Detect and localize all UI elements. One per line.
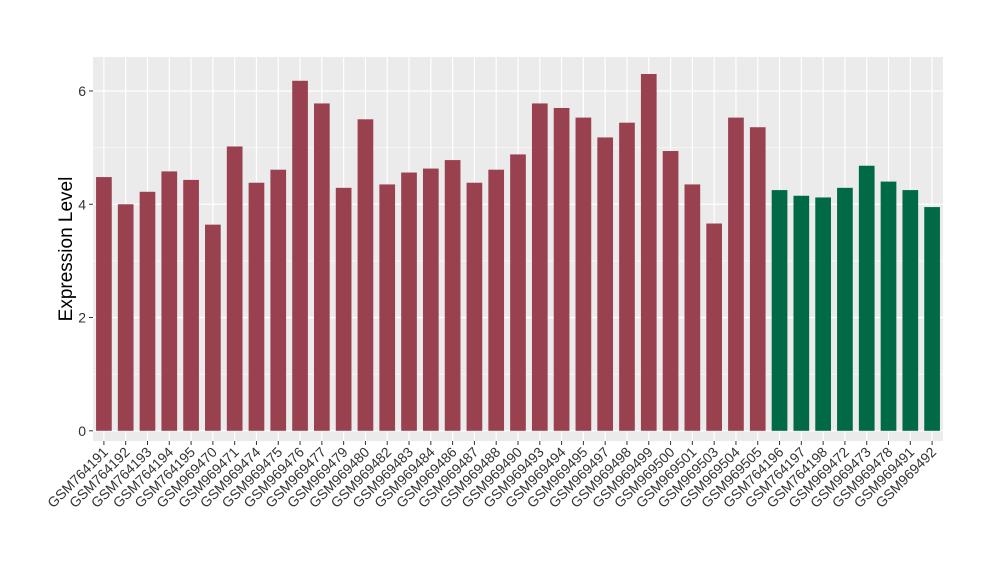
bar-GSM969497 xyxy=(597,137,614,431)
y-tick-label: 2 xyxy=(78,310,86,326)
bar-GSM969470 xyxy=(205,224,221,431)
bar-GSM969504 xyxy=(728,117,744,431)
bar-GSM764195 xyxy=(183,179,199,431)
bar-GSM969472 xyxy=(837,187,853,431)
bar-GSM969477 xyxy=(314,103,330,431)
bars xyxy=(96,73,940,431)
bar-GSM969503 xyxy=(706,223,722,431)
bar-GSM969501 xyxy=(684,184,701,431)
x-axis: GSM764191GSM764192GSM764193GSM764194GSM7… xyxy=(44,441,939,511)
bar-GSM969488 xyxy=(488,169,505,431)
bar-GSM969479 xyxy=(335,187,352,431)
bar-GSM969499 xyxy=(640,73,657,431)
bar-GSM969505 xyxy=(749,127,766,431)
bar-GSM969486 xyxy=(444,160,461,431)
bar-GSM969494 xyxy=(553,107,570,431)
bar-GSM969473 xyxy=(858,165,875,431)
bar-GSM969474 xyxy=(248,182,265,431)
bar-GSM969475 xyxy=(270,169,287,431)
bar-GSM764197 xyxy=(793,195,810,431)
bar-GSM969493 xyxy=(531,103,548,431)
bar-GSM969476 xyxy=(292,80,308,431)
y-tick-label: 0 xyxy=(78,423,86,439)
bar-GSM969483 xyxy=(401,172,417,431)
bar-GSM969495 xyxy=(575,117,592,431)
y-axis: 0 2 4 6 xyxy=(78,83,93,439)
y-tick-label: 4 xyxy=(78,196,86,212)
bar-GSM969482 xyxy=(379,184,396,431)
bar-GSM764193 xyxy=(139,191,156,431)
y-axis-title: Expression Level xyxy=(56,177,77,322)
bar-GSM969500 xyxy=(662,151,679,431)
bar-GSM764196 xyxy=(771,190,788,431)
bar-GSM969491 xyxy=(902,190,919,431)
bar-GSM969490 xyxy=(510,154,526,431)
bar-GSM969492 xyxy=(924,207,940,431)
bar-GSM764198 xyxy=(815,197,831,431)
bar-GSM969498 xyxy=(619,122,635,431)
bar-GSM969478 xyxy=(880,181,897,431)
bar-GSM969480 xyxy=(357,119,374,431)
bar-GSM764192 xyxy=(117,204,134,431)
bar-GSM969484 xyxy=(422,168,439,431)
bar-GSM969471 xyxy=(226,146,243,431)
bar-GSM764191 xyxy=(96,177,112,431)
y-tick-label: 6 xyxy=(78,83,86,99)
bar-GSM969487 xyxy=(466,182,483,431)
bar-GSM764194 xyxy=(161,171,178,431)
